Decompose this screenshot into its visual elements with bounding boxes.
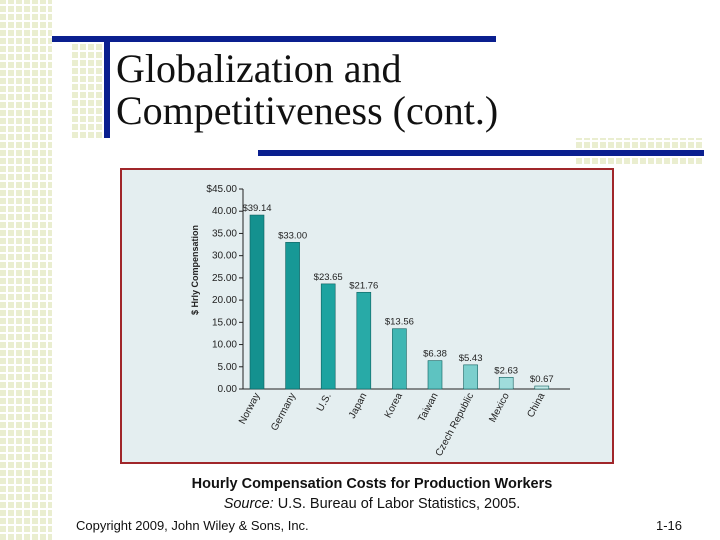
y-tick-label: 0.00 <box>218 384 238 395</box>
x-category-label: Germany <box>269 391 298 432</box>
bar-chart: $ Hrly Compensation 0.00 5.00 10.00 15.00 20… <box>190 184 570 458</box>
y-axis-label: $ Hrly Compensation <box>190 225 200 315</box>
title-rule-bottom <box>258 150 704 156</box>
x-category-label: Taiwan <box>416 391 440 424</box>
bar-data-label: $5.43 <box>459 353 483 364</box>
bar <box>534 385 550 390</box>
x-category-label: Mexico <box>487 391 512 425</box>
source-text: U.S. Bureau of Labor Statistics, 2005. <box>277 496 521 512</box>
bar <box>392 328 407 390</box>
bar-data-label: $2.63 <box>494 365 518 376</box>
chart-frame: $ Hrly Compensation 0.00 5.00 10.00 15.00 20… <box>120 168 614 464</box>
title-rule-top <box>52 36 496 42</box>
deco-block-top <box>72 36 108 138</box>
bar <box>320 283 336 390</box>
chart-source: Source: U.S. Bureau of Labor Statistics,… <box>120 496 624 512</box>
bar-data-label: $23.65 <box>314 272 343 283</box>
x-category-label: Japan <box>347 391 370 420</box>
bar <box>463 364 478 390</box>
bar <box>356 291 372 390</box>
copyright-text: Copyright 2009, John Wiley & Sons, Inc. <box>76 518 309 533</box>
y-tick-label: 35.00 <box>212 228 237 239</box>
y-tick-label: 40.00 <box>212 206 237 217</box>
bar <box>427 360 443 390</box>
y-tick-label: 25.00 <box>212 273 237 284</box>
page-number: 1-16 <box>656 518 683 533</box>
bar-data-label: $33.00 <box>278 230 307 241</box>
bar-data-label: $39.14 <box>242 203 271 214</box>
bar <box>285 242 300 390</box>
bar-data-label: $0.67 <box>530 374 554 385</box>
y-tick-label: 20.00 <box>212 295 237 306</box>
x-category-label: Czech Republic <box>434 391 477 458</box>
y-axis: 0.00 5.00 10.00 15.00 20.00 25.00 30.00 35.00 40… <box>206 184 570 395</box>
bar-data-label: $21.76 <box>349 280 378 291</box>
chart-caption: Hourly Compensation Costs for Production… <box>191 476 553 492</box>
x-category-label: Norway <box>237 391 263 426</box>
title-rule-vertical <box>104 36 110 138</box>
slide-title-line-1: Globalization and <box>116 46 402 91</box>
y-tick-label: 5.00 <box>218 362 238 373</box>
slide-title-line-2: Competitiveness (cont.) <box>116 88 499 133</box>
x-category-label: Korea <box>383 391 405 420</box>
left-pattern-strip <box>0 0 52 540</box>
y-tick-label: 10.00 <box>212 340 237 351</box>
bars-group: $39.14 Norway $33.00 Germany $23.65 U.S. $21.7… <box>237 203 554 458</box>
y-tick-label: 15.00 <box>212 317 237 328</box>
x-category-label: U.S. <box>315 391 334 413</box>
source-label: Source: <box>223 496 274 512</box>
x-category-label: China <box>525 391 547 420</box>
slide-title: Globalization and Competitiveness (cont.… <box>116 48 656 132</box>
bar <box>498 377 514 390</box>
y-tick-label: $45.00 <box>206 184 237 195</box>
bar-data-label: $13.56 <box>385 317 414 328</box>
bar <box>249 214 265 390</box>
bar-data-label: $6.38 <box>423 349 447 360</box>
y-tick-label: 30.00 <box>212 251 237 262</box>
